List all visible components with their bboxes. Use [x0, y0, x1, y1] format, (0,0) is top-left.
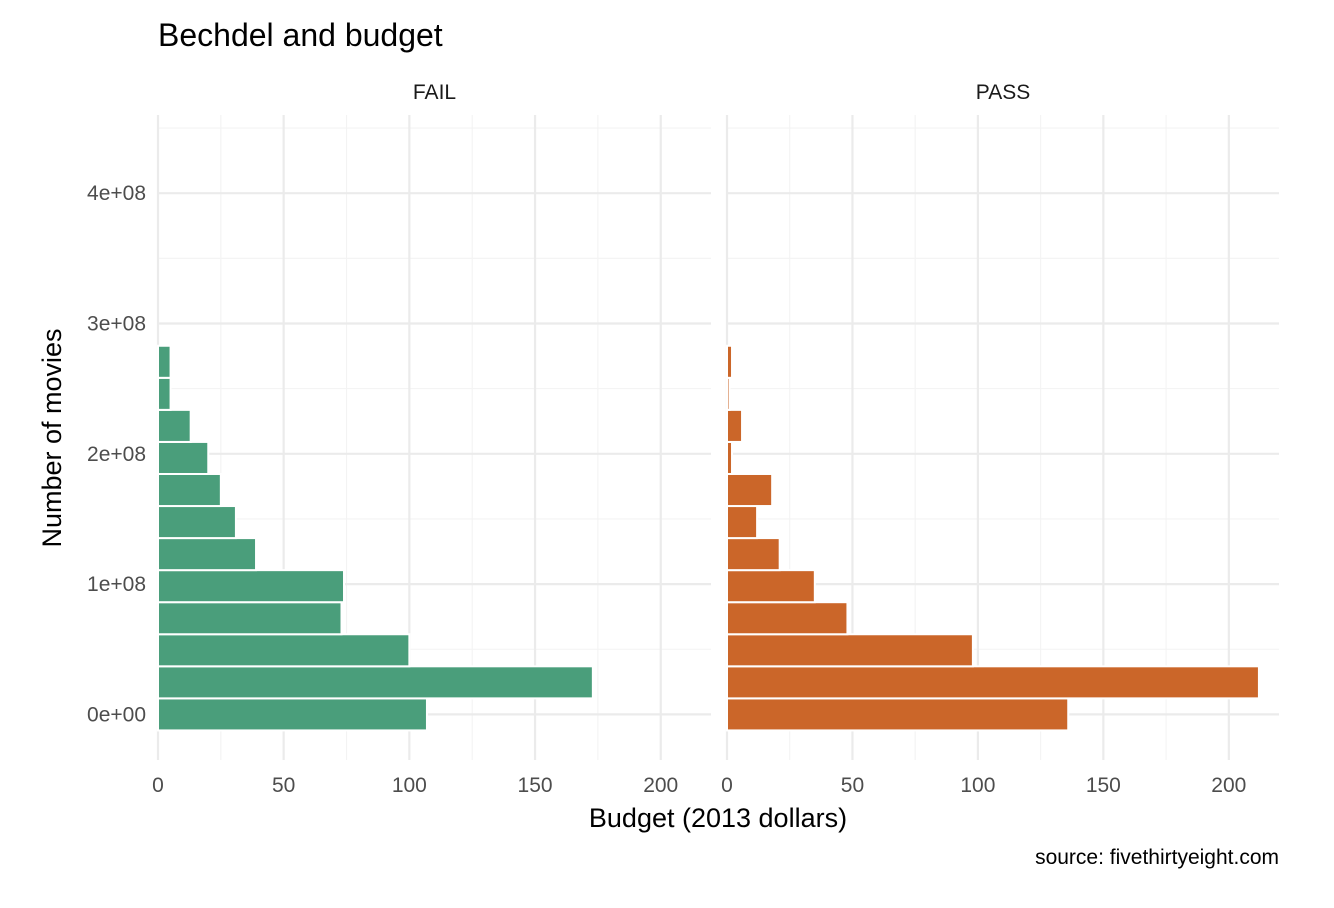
bar [726, 569, 816, 604]
x-tick-label: 50 [841, 774, 864, 797]
bar [726, 601, 849, 636]
bar [726, 440, 734, 475]
bar [157, 376, 172, 411]
x-tick-label: 200 [643, 774, 678, 797]
panel-fail: FAIL 0 50 100 150 200 [152, 81, 711, 797]
y-tick-label: 1e+08 [87, 573, 146, 596]
x-tick-label: 50 [272, 774, 295, 797]
bar [157, 408, 192, 443]
source-caption: source: fivethirtyeight.com [1035, 846, 1279, 869]
x-axis-title: Budget (2013 dollars) [589, 803, 847, 833]
x-tick-label: 150 [518, 774, 553, 797]
bar [726, 537, 781, 572]
bar [726, 376, 731, 411]
bar [726, 697, 1070, 732]
bar [157, 344, 172, 379]
y-axis-title: Number of movies [37, 328, 67, 547]
bar [157, 440, 210, 475]
y-tick-label: 4e+08 [87, 182, 146, 205]
bar [726, 633, 974, 668]
x-tick-label: 200 [1211, 774, 1246, 797]
bar [726, 665, 1260, 700]
bar [157, 633, 411, 668]
x-tick-label: 0 [152, 774, 164, 797]
bar [157, 505, 237, 540]
bar [157, 665, 594, 700]
bar [157, 697, 428, 732]
chart-panels: FAIL 0 50 100 150 200 PASS 0 50 100 150 200 [152, 81, 1279, 797]
x-tick-label: 100 [960, 774, 995, 797]
bar [157, 601, 343, 636]
bar [726, 408, 744, 443]
bar [726, 472, 774, 508]
bar [726, 505, 759, 540]
y-axis: 0e+00 1e+08 2e+08 3e+08 4e+08 [87, 182, 146, 726]
bar [157, 472, 222, 508]
facet-label: FAIL [413, 81, 456, 104]
x-tick-label: 100 [392, 774, 427, 797]
x-tick-label: 150 [1086, 774, 1121, 797]
bar [726, 344, 734, 379]
x-tick-label: 0 [721, 774, 733, 797]
y-tick-label: 2e+08 [87, 443, 146, 466]
chart-title: Bechdel and budget [158, 17, 443, 53]
y-tick-label: 0e+00 [87, 703, 146, 726]
panel-pass: PASS 0 50 100 150 200 [721, 81, 1279, 797]
facet-label: PASS [976, 81, 1030, 104]
bar [157, 569, 346, 604]
bar [157, 537, 258, 572]
y-tick-label: 3e+08 [87, 312, 146, 335]
